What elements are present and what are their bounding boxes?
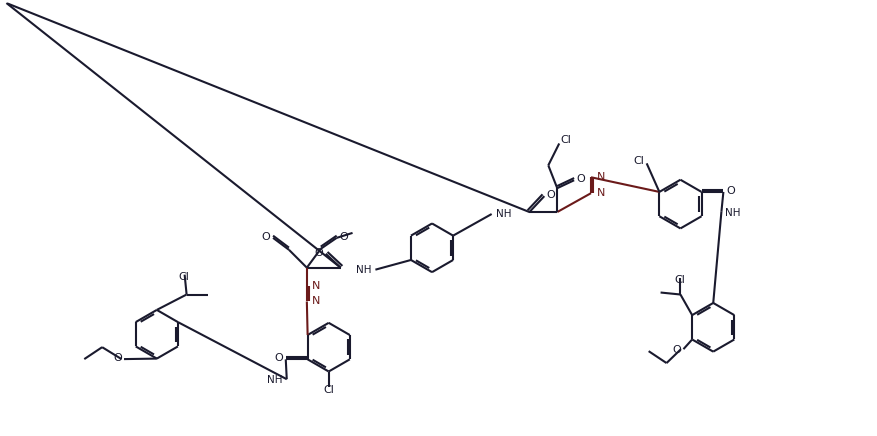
Text: O: O: [576, 174, 585, 184]
Text: NH: NH: [725, 208, 741, 218]
Text: O: O: [673, 345, 681, 355]
Text: O: O: [339, 232, 348, 242]
Text: NH: NH: [267, 375, 282, 385]
Text: O: O: [546, 190, 555, 200]
Text: O: O: [113, 353, 122, 363]
Text: O: O: [726, 186, 735, 196]
Text: Cl: Cl: [324, 385, 334, 395]
Text: NH: NH: [496, 208, 511, 218]
Text: Cl: Cl: [674, 275, 685, 285]
Text: N: N: [597, 172, 605, 182]
Text: O: O: [315, 248, 324, 258]
Text: NH: NH: [356, 265, 372, 275]
Text: O: O: [262, 232, 271, 242]
Text: N: N: [312, 296, 321, 307]
Text: Cl: Cl: [634, 156, 645, 166]
Text: Cl: Cl: [560, 136, 571, 146]
Text: N: N: [597, 188, 605, 198]
Text: Cl: Cl: [178, 272, 189, 282]
Text: O: O: [274, 353, 282, 363]
Text: N: N: [312, 281, 321, 290]
